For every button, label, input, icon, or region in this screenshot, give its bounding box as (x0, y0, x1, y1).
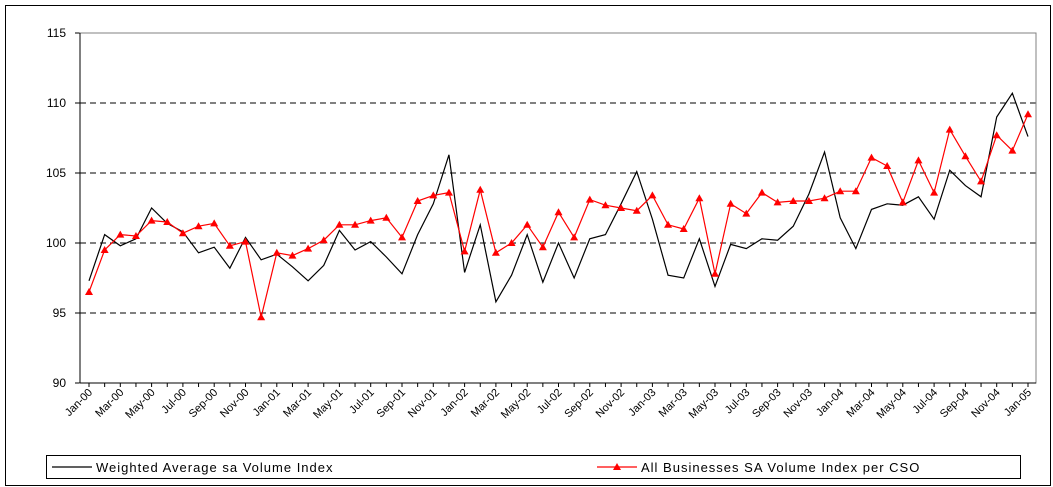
data-point (867, 153, 876, 161)
data-point (961, 152, 970, 160)
data-point (851, 187, 860, 195)
data-point (491, 248, 500, 256)
legend-label: All Businesses SA Volume Index per CSO (641, 460, 920, 475)
data-point (163, 218, 172, 225)
data-point (1024, 110, 1032, 118)
data-point (538, 243, 547, 251)
data-point (883, 162, 892, 169)
legend-box (46, 455, 1021, 479)
data-point (820, 194, 829, 202)
data-point (570, 233, 579, 241)
data-point (507, 239, 516, 246)
data-point (726, 199, 735, 207)
data-point (711, 269, 719, 277)
data-point (178, 229, 187, 237)
data-point (648, 191, 657, 199)
data-point (257, 313, 266, 321)
legend-marker (613, 463, 621, 470)
data-point (460, 247, 469, 255)
data-point (413, 197, 422, 204)
data-point (288, 251, 297, 259)
data-point (476, 185, 485, 193)
data-point (225, 241, 234, 249)
y-tick-label: 110 (47, 96, 66, 110)
data-point (836, 187, 845, 195)
data-point (757, 188, 766, 196)
data-point (601, 201, 610, 209)
data-point (695, 194, 704, 202)
y-tick-label: 95 (53, 306, 67, 320)
data-point (366, 216, 375, 224)
data-point (429, 191, 438, 199)
data-point (554, 208, 563, 216)
data-point (773, 198, 782, 206)
data-point (585, 195, 594, 203)
data-point (304, 244, 313, 252)
data-point (523, 220, 532, 228)
data-point (930, 188, 939, 196)
data-point (351, 220, 360, 228)
data-point (116, 230, 125, 238)
chart-border (5, 5, 1051, 486)
data-point (789, 197, 798, 204)
data-point (194, 222, 203, 230)
data-line (88, 91, 1029, 304)
y-tick-label: 115 (47, 26, 66, 40)
data-point (1008, 146, 1017, 154)
data-point (147, 216, 156, 224)
data-point (210, 219, 219, 227)
data-point (398, 233, 406, 241)
y-tick-label: 105 (46, 166, 66, 180)
data-point (382, 213, 391, 221)
y-tick-label: 100 (46, 236, 66, 250)
data-point (335, 220, 344, 228)
data-point (319, 236, 328, 244)
data-point (804, 197, 813, 204)
data-point (272, 248, 281, 256)
data-point (742, 209, 751, 217)
data-point (992, 131, 1001, 139)
data-point (131, 232, 140, 239)
data-point (617, 204, 626, 211)
data-point (679, 225, 688, 232)
data-point (444, 188, 453, 196)
y-tick-label: 90 (53, 376, 67, 390)
data-point (898, 198, 907, 206)
legend-label: Weighted Average sa Volume Index (96, 460, 334, 475)
data-point (85, 288, 93, 295)
data-point (632, 206, 641, 214)
data-point (914, 156, 923, 164)
data-point (241, 237, 250, 245)
data-point (977, 177, 986, 185)
data-point (100, 246, 109, 253)
data-point (945, 125, 954, 133)
data-point (664, 220, 673, 228)
